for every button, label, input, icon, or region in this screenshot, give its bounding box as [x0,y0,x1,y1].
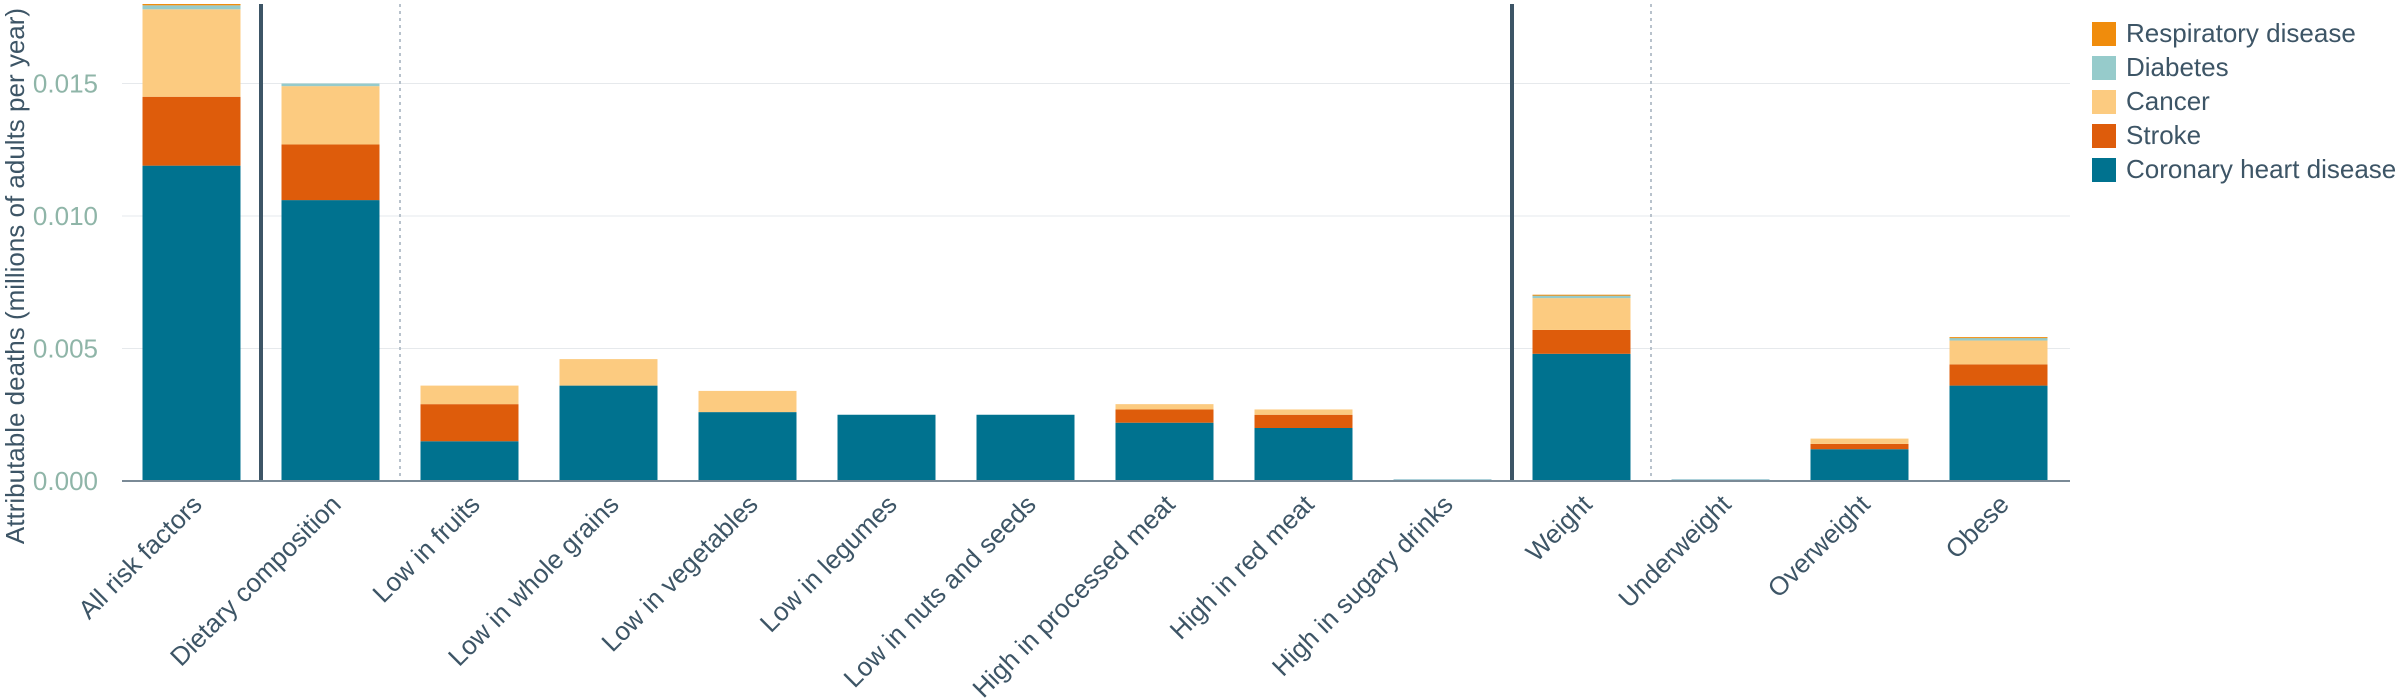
bar-segment [142,96,241,166]
bar-segment [1254,414,1353,428]
bar-segment [1115,409,1214,423]
legend: Respiratory disease Diabetes Cancer Stroke C… [2092,18,2396,184]
x-tick-label: High in red meat [1164,488,1321,645]
x-tick-label: All risk factors [72,489,208,625]
bar-segment [1532,294,1631,296]
bar-segment [559,385,658,481]
legend-swatch [2092,158,2116,182]
group-separators [259,4,1652,481]
bar-segment [281,144,380,201]
bar-segment [142,5,241,10]
x-tick-label: Underweight [1612,488,1737,613]
bar-segment [1532,298,1631,330]
y-tick-label: 0.010 [33,201,98,231]
bar-segment [1532,329,1631,354]
x-tick-label: Overweight [1762,488,1877,603]
gridlines [122,83,2070,349]
legend-label: Respiratory disease [2126,18,2356,48]
x-tick-label: Low in fruits [366,489,485,608]
bar-segment [1115,422,1214,481]
legend-swatch [2092,90,2116,114]
legend-swatch [2092,124,2116,148]
bar-segment [1810,438,1909,444]
bar-segment [1949,337,2048,341]
y-tick-label: 0.015 [33,69,98,99]
legend-label: Cancer [2126,86,2210,116]
bar-segment [281,83,380,87]
legend-label: Stroke [2126,120,2201,150]
bar-segment [420,385,519,405]
bar-segment [1949,385,2048,481]
bar-segment [1949,337,2048,339]
bar-segment [1254,409,1353,415]
bar-segment [142,9,241,97]
legend-label: Diabetes [2126,52,2229,82]
bar-segment [1115,404,1214,410]
bar-segment [1949,340,2048,365]
bar-segment [698,412,797,481]
bar-segment [698,390,797,413]
x-tick-label: Weight [1520,488,1599,567]
bar-segment [420,404,519,442]
bar-segment [1810,449,1909,481]
bar-segment [1810,443,1909,450]
bars [142,4,2048,481]
y-tick-label: 0.005 [33,334,98,364]
y-axis-title: Attributable deaths (millions of adults … [0,8,30,544]
bar-segment [837,414,936,481]
x-tick-label: Obese [1939,489,2014,564]
bar-segment [1949,364,2048,386]
x-tick-label: Low in legumes [754,489,903,638]
bar-segment [420,441,519,481]
bar-segment [1532,295,1631,299]
bar-segment [559,359,658,386]
y-tick-label: 0.000 [33,466,98,496]
legend-swatch [2092,56,2116,80]
legend-label: Coronary heart disease [2126,154,2396,184]
legend-swatch [2092,22,2116,46]
bar-segment [281,86,380,145]
bar-segment [1532,353,1631,481]
bar-segment [976,414,1075,481]
bar-segment [281,200,380,481]
bar-segment [142,165,241,481]
bar-segment [142,4,241,6]
bar-segment [1254,428,1353,481]
